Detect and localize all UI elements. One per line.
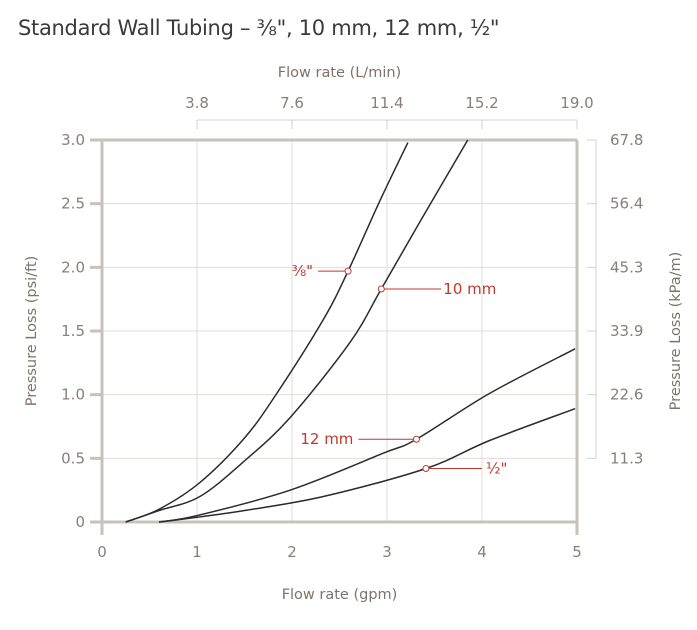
series-line [125,139,469,523]
y-tick-label: 0 [75,513,85,531]
series-line [158,407,576,523]
series-label: 12 mm [300,430,353,448]
y2-axis-label: Pressure Loss (kPa/m) [668,252,684,411]
y-tick-label: 1.0 [61,386,85,404]
series-label: 10 mm [443,280,496,298]
right-tick-label: 33.9 [610,322,643,340]
y-tick-label: 0.5 [61,449,85,467]
right-tick-label: 67.8 [610,131,643,149]
x-tick-label: 0 [97,543,107,561]
top-tick-label: 7.6 [280,94,304,112]
y-tick-label: 2.5 [61,195,85,213]
series-label: ⅜" [292,262,313,280]
y-tick-label: 3.0 [61,131,85,149]
x-tick-label: 2 [287,543,297,561]
right-tick-label: 22.6 [610,386,643,404]
x-tick-label: 4 [477,543,487,561]
right-tick-label: 45.3 [610,258,643,276]
series-marker [422,465,430,473]
y-tick-label: 1.5 [61,322,85,340]
x-axis-label: Flow rate (gpm) [282,587,398,603]
y-axis-label: Pressure Loss (psi/ft) [24,256,40,406]
top-tick-label: 15.2 [465,94,498,112]
series-line [125,142,409,523]
right-tick-label: 11.3 [610,449,643,467]
x-tick-label: 3 [382,543,392,561]
x-tick-label: 5 [572,543,582,561]
series-marker [377,285,385,293]
series-label: ½" [486,460,507,478]
series-marker [412,435,420,443]
y-tick-label: 2.0 [61,258,85,276]
top-tick-label: 11.4 [370,94,403,112]
top-tick-label: 19.0 [560,94,593,112]
series-marker [344,267,352,275]
x-tick-label: 1 [192,543,202,561]
series-line [158,348,576,523]
right-tick-label: 56.4 [610,195,643,213]
top-tick-label: 3.8 [185,94,209,112]
top-axis-label: Flow rate (L/min) [278,65,401,81]
chart-title: Standard Wall Tubing – ⅜", 10 mm, 12 mm,… [18,16,500,40]
